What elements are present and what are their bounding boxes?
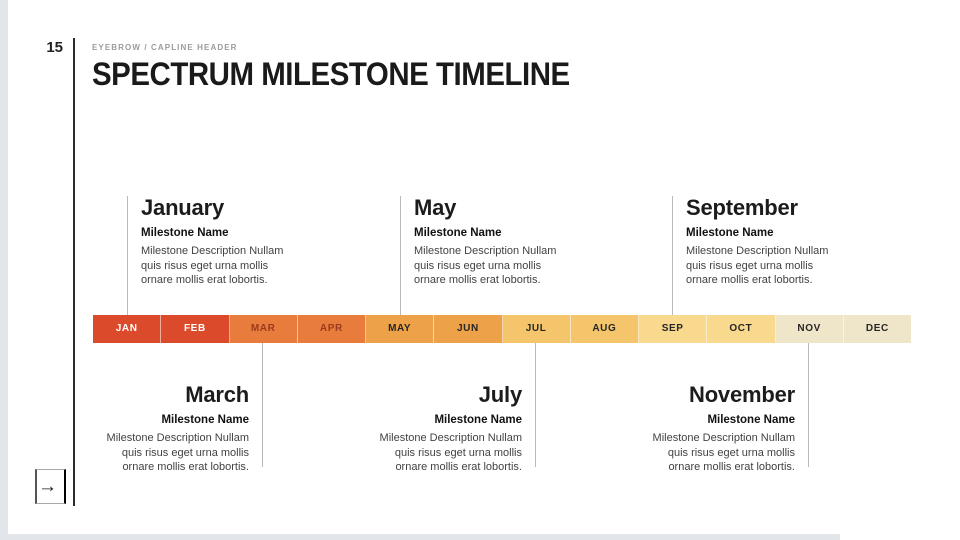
callout-milestone-description: Milestone Description Nullam quis risus … — [106, 431, 249, 474]
milestone-callout-july: July Milestone Name Milestone Descriptio… — [296, 343, 536, 473]
month-cell-jan: JAN — [93, 315, 162, 343]
callout-month-title: September — [686, 195, 798, 220]
month-cell-mar: MAR — [229, 315, 298, 343]
callout-milestone-description: Milestone Description Nullam quis risus … — [379, 431, 522, 474]
milestone-callout-january: January Milestone Name Milestone Descrip… — [127, 195, 367, 315]
month-cell-oct: OCT — [707, 315, 776, 343]
month-cell-aug: AUG — [570, 315, 639, 343]
callout-month-title: January — [141, 195, 224, 220]
slide-title: SPECTRUM MILESTONE TIMELINE — [92, 56, 570, 92]
callout-connector-line — [535, 343, 536, 467]
callout-connector-line — [672, 196, 673, 315]
callout-connector-line — [808, 343, 809, 467]
right-arrow-icon: → — [38, 476, 57, 497]
callout-milestone-description: Milestone Description Nullam quis risus … — [686, 244, 829, 287]
callout-month-title: March — [185, 382, 249, 407]
milestone-callout-september: September Milestone Name Milestone Descr… — [672, 195, 912, 315]
milestone-callout-may: May Milestone Name Milestone Description… — [400, 195, 640, 315]
callout-connector-line — [400, 196, 401, 315]
callout-month-title: May — [414, 195, 457, 220]
month-cell-feb: FEB — [161, 315, 230, 343]
month-cell-sep: SEP — [639, 315, 708, 343]
page-number: 15 — [46, 39, 63, 56]
slide-left-margin — [0, 0, 8, 540]
slide-bottom-margin — [8, 534, 840, 540]
month-cell-nov: NOV — [775, 315, 844, 343]
callout-milestone-name: Milestone Name — [414, 227, 502, 240]
callout-month-title: November — [689, 382, 795, 407]
callout-connector-line — [262, 343, 263, 467]
next-slide-button[interactable]: → — [35, 469, 66, 504]
callout-milestone-name: Milestone Name — [707, 414, 795, 427]
callout-connector-line — [127, 196, 128, 315]
month-cell-dec: DEC — [843, 315, 911, 343]
callout-milestone-name: Milestone Name — [141, 227, 229, 240]
callout-milestone-name: Milestone Name — [686, 227, 774, 240]
month-cell-jul: JUL — [502, 315, 571, 343]
milestone-callout-march: March Milestone Name Milestone Descripti… — [23, 343, 263, 473]
callout-milestone-name: Milestone Name — [161, 414, 249, 427]
month-cell-may: MAY — [366, 315, 435, 343]
header-vertical-rule — [73, 38, 75, 506]
milestone-callout-november: November Milestone Name Milestone Descri… — [569, 343, 809, 473]
callout-month-title: July — [478, 382, 522, 407]
callout-milestone-description: Milestone Description Nullam quis risus … — [414, 244, 557, 287]
month-cell-jun: JUN — [434, 315, 503, 343]
timeline-month-bar: JAN FEB MAR APR MAY JUN JUL AUG SEP OCT … — [93, 315, 911, 343]
month-cell-apr: APR — [297, 315, 366, 343]
callout-milestone-description: Milestone Description Nullam quis risus … — [141, 244, 284, 287]
eyebrow-label: EYEBROW / CAPLINE HEADER — [92, 43, 238, 52]
callout-milestone-description: Milestone Description Nullam quis risus … — [652, 431, 795, 474]
callout-milestone-name: Milestone Name — [434, 414, 522, 427]
